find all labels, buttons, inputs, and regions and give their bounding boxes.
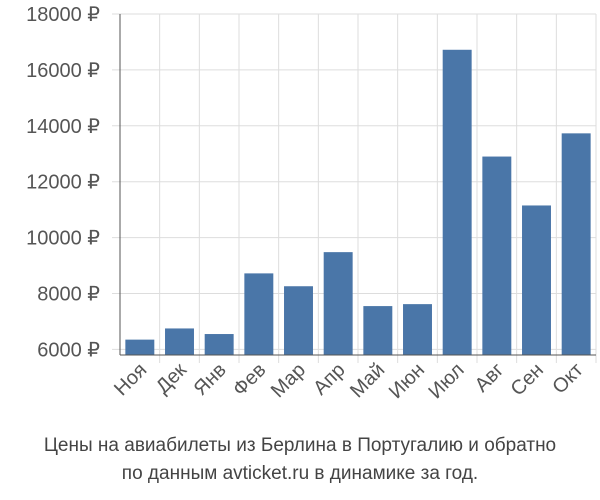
bar-Мар: [284, 286, 313, 355]
x-tick-label: Окт: [548, 359, 587, 398]
bars-layer: [125, 49, 591, 356]
grid-layer: [112, 13, 597, 363]
x-tick-label: Ноя: [110, 359, 151, 400]
caption-line-2: по данным avticket.ru в динамике за год.: [121, 463, 479, 484]
x-tick-label: Мар: [267, 359, 310, 402]
bar-Июн: [403, 304, 432, 355]
x-tick-label: Фев: [229, 359, 271, 401]
bar-Окт: [561, 133, 591, 355]
y-tick-labels: 6000 ₽ 8000 ₽ 10000 ₽ 12000 ₽ 14000 ₽ 16000 ₽…: [26, 4, 100, 361]
y-tick-label: 8000 ₽: [37, 284, 100, 306]
bar-chart: 6000 ₽ 8000 ₽ 10000 ₽ 12000 ₽ 14000 ₽ 16000 ₽…: [26, 4, 597, 403]
axis-layer: [119, 14, 596, 356]
bar-Дек: [165, 328, 194, 355]
x-tick-label: Июн: [385, 359, 429, 403]
y-tick-label: 14000 ₽: [26, 116, 100, 138]
bar-Ноя: [125, 339, 155, 355]
bar-Сен: [522, 205, 551, 355]
x-tick-label: Дек: [152, 359, 191, 398]
x-tick-label: Янв: [190, 359, 231, 400]
bar-Авг: [482, 156, 512, 355]
x-tick-label: Авг: [471, 359, 509, 397]
bar-Май: [363, 306, 393, 355]
y-tick-label: 12000 ₽: [26, 172, 100, 194]
bar-Июл: [442, 49, 472, 356]
x-tick-label: Июл: [424, 359, 468, 403]
y-tick-label: 10000 ₽: [26, 228, 100, 250]
y-tick-label: 16000 ₽: [26, 60, 100, 82]
y-tick-label: 18000 ₽: [26, 4, 100, 26]
x-tick-label: Апр: [309, 359, 350, 400]
x-tick-label: Сен: [507, 359, 548, 400]
caption-line-1: Цены на авиабилеты из Берлина в Португал…: [43, 435, 557, 456]
bar-Янв: [204, 334, 234, 355]
y-tick-label: 6000 ₽: [37, 339, 100, 361]
x-tick-label: Май: [346, 359, 389, 402]
bar-Апр: [323, 252, 353, 355]
bar-Фев: [244, 273, 274, 355]
